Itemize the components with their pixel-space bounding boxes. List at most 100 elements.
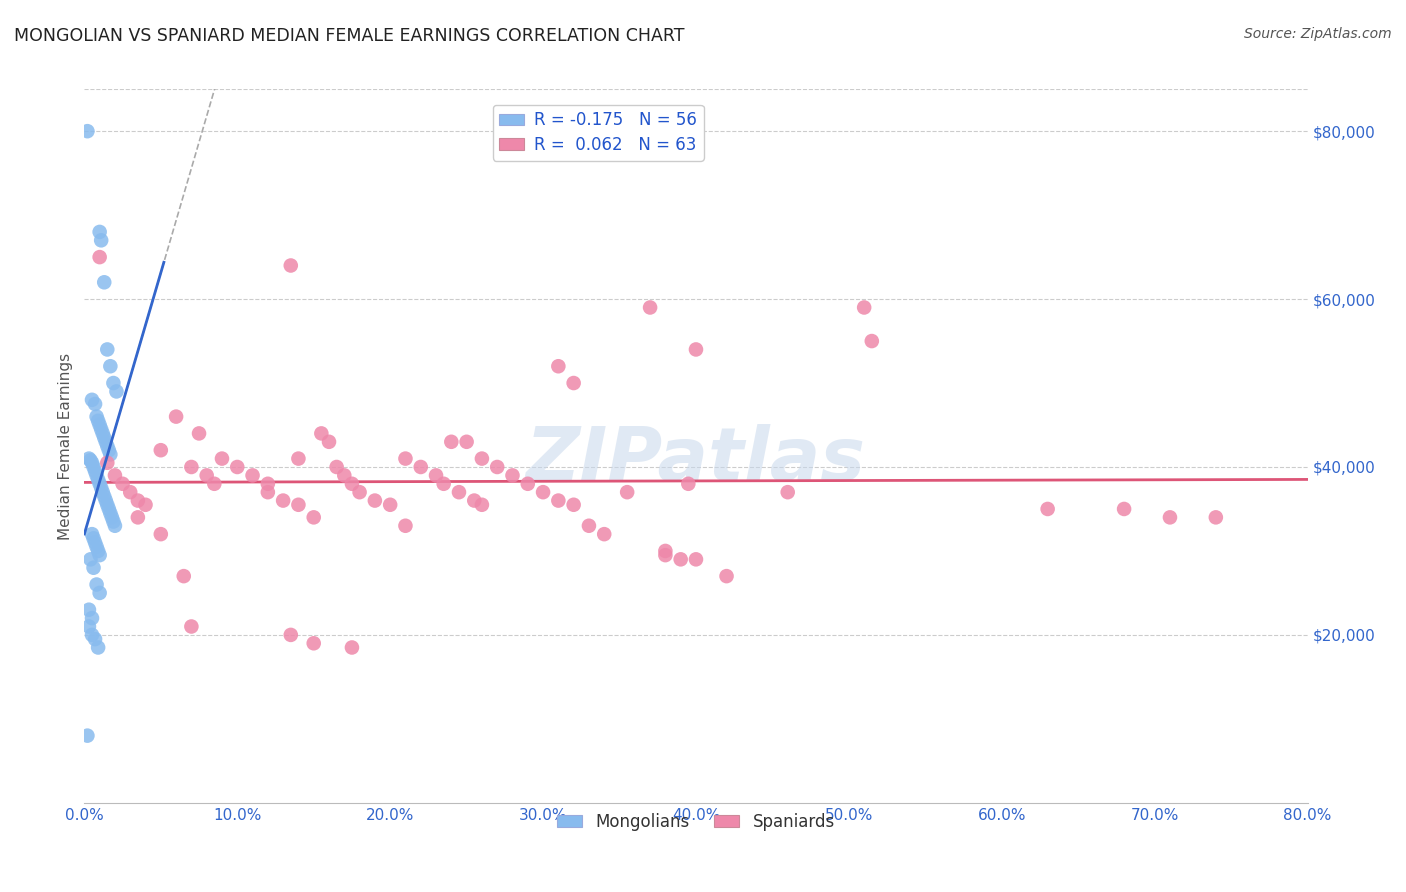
Point xyxy=(79,453,101,467)
Point xyxy=(547,359,569,374)
Point xyxy=(83,560,105,574)
Point xyxy=(84,632,107,646)
Point xyxy=(616,485,638,500)
Point xyxy=(96,456,118,470)
Point xyxy=(776,485,799,500)
Point xyxy=(76,729,98,743)
Point xyxy=(685,552,707,566)
Point xyxy=(96,498,118,512)
Point xyxy=(287,451,309,466)
Point xyxy=(104,518,127,533)
Point xyxy=(425,468,447,483)
Point xyxy=(86,577,108,591)
Point xyxy=(165,409,187,424)
Point xyxy=(104,468,127,483)
Point xyxy=(325,460,347,475)
Point xyxy=(287,498,309,512)
Point xyxy=(1159,510,1181,524)
Point xyxy=(638,301,661,315)
Point xyxy=(101,510,124,524)
Point xyxy=(96,439,118,453)
Point xyxy=(202,476,225,491)
Y-axis label: Median Female Earnings: Median Female Earnings xyxy=(58,352,73,540)
Point xyxy=(89,548,111,562)
Point xyxy=(127,493,149,508)
Point xyxy=(685,343,707,357)
Point xyxy=(173,569,195,583)
Point xyxy=(242,468,264,483)
Point xyxy=(463,493,485,508)
Point xyxy=(87,544,110,558)
Point xyxy=(97,443,120,458)
Point xyxy=(349,485,371,500)
Point xyxy=(77,619,100,633)
Point xyxy=(502,468,524,483)
Point xyxy=(98,447,121,461)
Point xyxy=(654,548,676,562)
Point xyxy=(149,527,172,541)
Point xyxy=(103,515,125,529)
Point xyxy=(340,640,363,655)
Point xyxy=(91,426,114,441)
Point xyxy=(678,476,700,491)
Point xyxy=(226,460,249,475)
Point xyxy=(94,493,117,508)
Point xyxy=(195,468,218,483)
Point xyxy=(90,481,112,495)
Point xyxy=(105,384,128,399)
Point xyxy=(84,535,107,549)
Point xyxy=(87,473,110,487)
Point xyxy=(562,376,585,390)
Point xyxy=(89,476,111,491)
Point xyxy=(79,552,101,566)
Point xyxy=(333,468,356,483)
Point xyxy=(562,498,585,512)
Point xyxy=(76,124,98,138)
Point xyxy=(80,392,103,407)
Point xyxy=(80,611,103,625)
Point xyxy=(456,434,478,449)
Point xyxy=(111,476,134,491)
Point xyxy=(93,489,115,503)
Point xyxy=(90,422,112,436)
Point xyxy=(89,417,111,432)
Point xyxy=(280,628,302,642)
Point xyxy=(84,464,107,478)
Point xyxy=(211,451,233,466)
Point xyxy=(394,451,416,466)
Point xyxy=(471,451,494,466)
Point xyxy=(716,569,738,583)
Point xyxy=(409,460,432,475)
Point xyxy=(853,301,876,315)
Point xyxy=(98,506,121,520)
Point xyxy=(127,510,149,524)
Point xyxy=(188,426,211,441)
Point xyxy=(1036,502,1059,516)
Point xyxy=(302,510,325,524)
Point xyxy=(96,343,118,357)
Point xyxy=(94,434,117,449)
Point xyxy=(654,544,676,558)
Point xyxy=(180,460,202,475)
Point xyxy=(364,493,387,508)
Point xyxy=(84,397,107,411)
Point xyxy=(447,485,470,500)
Point xyxy=(86,468,108,483)
Point xyxy=(86,540,108,554)
Point xyxy=(280,259,302,273)
Point xyxy=(135,498,157,512)
Point xyxy=(87,640,110,655)
Point xyxy=(318,434,340,449)
Point xyxy=(1114,502,1136,516)
Point xyxy=(149,443,172,458)
Point xyxy=(1205,510,1227,524)
Point xyxy=(89,225,111,239)
Point xyxy=(97,502,120,516)
Point xyxy=(89,586,111,600)
Point xyxy=(311,426,333,441)
Point xyxy=(93,431,115,445)
Point xyxy=(257,485,280,500)
Point xyxy=(578,518,600,533)
Point xyxy=(394,518,416,533)
Point xyxy=(257,476,280,491)
